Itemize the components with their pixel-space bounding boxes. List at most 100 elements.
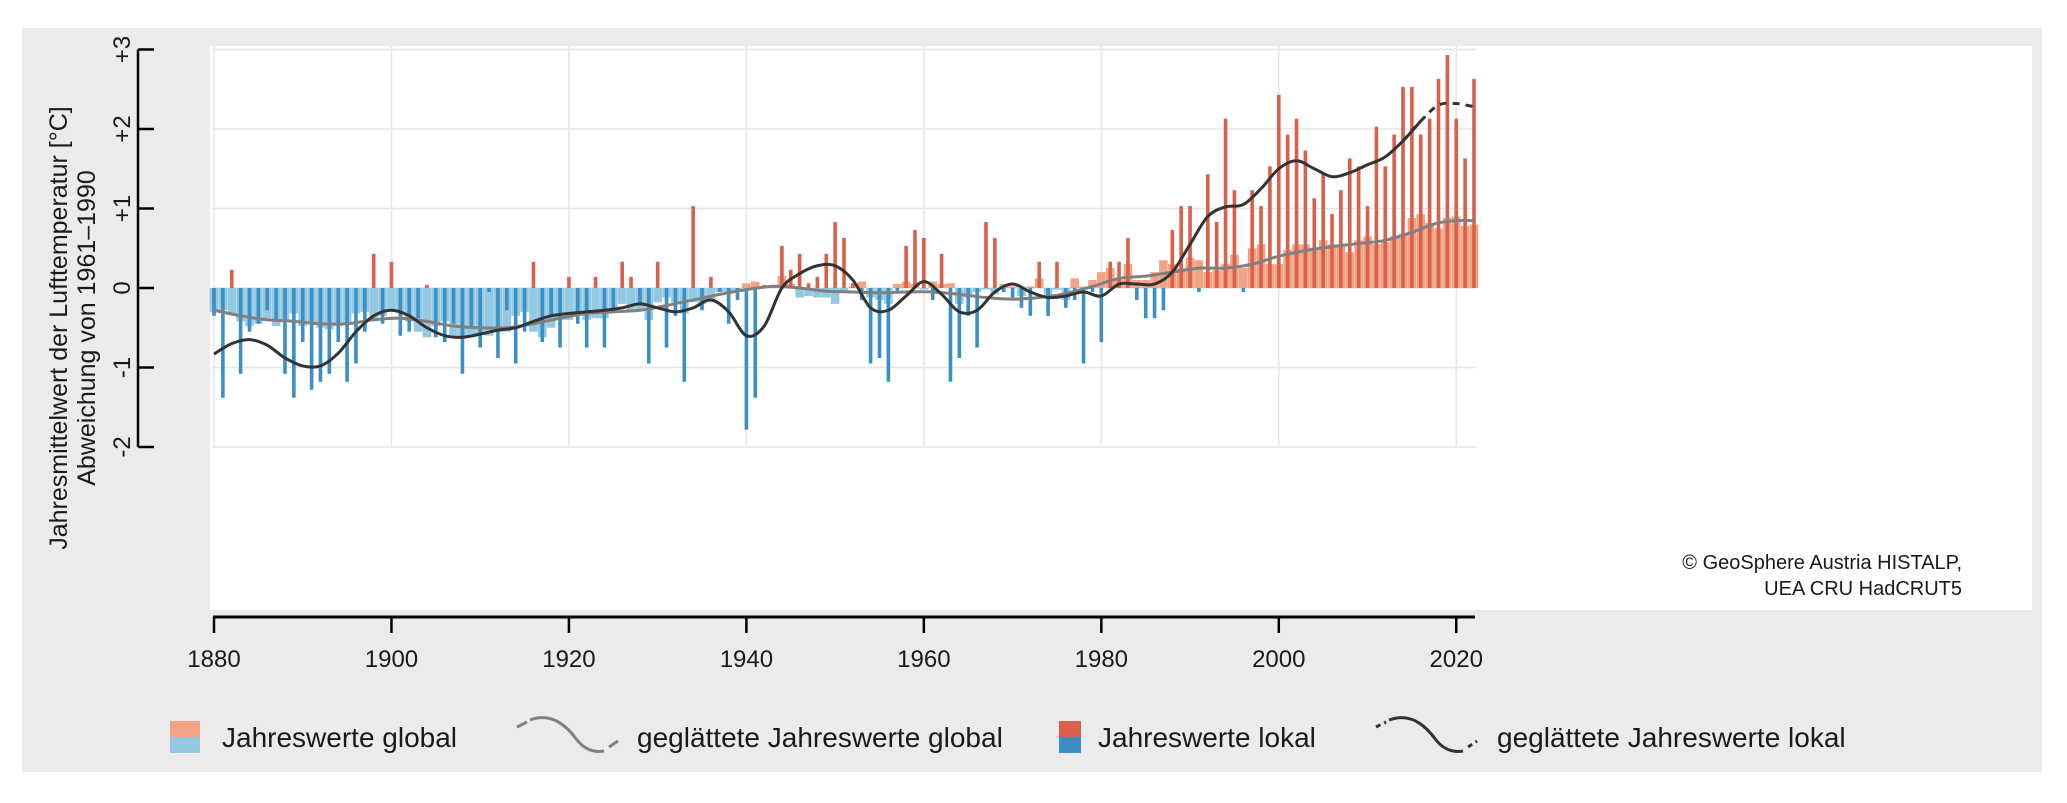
local-bar-2005 xyxy=(1321,174,1325,288)
local-bar-1992 xyxy=(1206,174,1210,288)
local-bar-1969 xyxy=(1001,288,1006,292)
local-bar-1978 xyxy=(1081,288,1086,364)
local-bar-1925 xyxy=(611,288,616,311)
local-bar-1968 xyxy=(993,237,997,288)
axes: -2 -1 0 +1 +2 +3 1880 1900 1920 1940 1960 1980 2000 2… xyxy=(109,36,1483,673)
global-bar-1980 xyxy=(1097,272,1106,288)
local-bar-2018 xyxy=(1436,78,1441,288)
smoothed-lines xyxy=(213,101,1475,369)
global-bar-1930 xyxy=(653,288,662,303)
local-bar-1924 xyxy=(602,288,607,348)
local-bar-2001 xyxy=(1285,134,1290,288)
local-bar-1907 xyxy=(451,288,456,324)
local-bar-1895 xyxy=(345,288,349,382)
global-bar-1927 xyxy=(626,288,636,311)
local-bar-2022 xyxy=(1472,78,1476,288)
local-bar-2012 xyxy=(1383,166,1388,288)
smoothed-global-line xyxy=(213,218,1475,330)
global-bar-1940 xyxy=(742,283,751,288)
global-bar-1916 xyxy=(529,288,538,332)
local-bar-1950 xyxy=(833,222,837,288)
global-bar-1941 xyxy=(750,281,760,288)
legend-line-smoothed-global-end xyxy=(608,739,619,749)
global-bar-1947 xyxy=(804,288,813,296)
local-bar-2008 xyxy=(1347,158,1352,288)
local-bar-2015 xyxy=(1410,86,1414,288)
legend-item-smoothed-local: geglättete Jahreswerte lokal xyxy=(1375,716,1846,753)
local-bar-1913 xyxy=(505,288,509,311)
local-bar-1885 xyxy=(256,288,261,324)
local-bar-1965 xyxy=(966,288,971,316)
local-bar-1984 xyxy=(1135,288,1139,300)
local-bar-1911 xyxy=(487,288,491,292)
legend-line-smoothed-global xyxy=(516,720,528,729)
local-bar-1951 xyxy=(842,237,846,288)
x-tick-label-2020: 2020 xyxy=(1430,646,1483,673)
local-bar-1918 xyxy=(549,288,553,316)
legend-label-global: Jahreswerte global xyxy=(222,722,457,753)
global-bar-1904 xyxy=(422,288,432,338)
local-bar-1979 xyxy=(1090,288,1095,292)
local-bar-1917 xyxy=(540,288,545,343)
smoothed-local-line xyxy=(213,120,1422,369)
local-bar-1888 xyxy=(283,288,287,374)
local-bar-1959 xyxy=(913,229,917,288)
local-bar-1882 xyxy=(229,269,234,288)
global-bar-1898 xyxy=(369,288,379,322)
global-bar-1975 xyxy=(1052,288,1062,290)
local-bar-1941 xyxy=(753,288,758,398)
local-bar-1887 xyxy=(274,288,278,322)
global-bar-1946 xyxy=(795,288,804,298)
local-bar-1909 xyxy=(469,288,474,327)
local-bar-1908 xyxy=(460,288,465,374)
local-bar-1986 xyxy=(1152,288,1157,319)
local-bar-2006 xyxy=(1330,214,1334,288)
local-bar-1921 xyxy=(576,288,580,324)
local-bar-1973 xyxy=(1037,261,1042,288)
local-bar-1998 xyxy=(1259,206,1263,288)
local-bar-1975 xyxy=(1055,261,1059,288)
local-bar-1890 xyxy=(300,288,305,343)
local-bar-1956 xyxy=(886,288,891,382)
global-bar-1957 xyxy=(892,284,902,288)
local-bar-1904 xyxy=(425,284,429,288)
global-bar-1882 xyxy=(227,288,237,314)
local-bar-1966 xyxy=(975,288,979,348)
y-tick-label-5: +3 xyxy=(109,36,136,63)
local-bar-1889 xyxy=(292,288,296,398)
local-bar-2017 xyxy=(1427,118,1432,288)
local-bar-1976 xyxy=(1064,288,1068,308)
local-bar-1902 xyxy=(407,288,412,332)
local-bar-1980 xyxy=(1099,288,1104,343)
local-bar-1939 xyxy=(735,288,740,300)
local-bar-1958 xyxy=(904,245,908,288)
legend-line-smoothed-global-main xyxy=(529,716,605,753)
legend-line-smoothed-local xyxy=(1388,716,1464,753)
local-bar-1923 xyxy=(593,276,598,288)
local-bar-1899 xyxy=(380,288,385,324)
local-bar-1915 xyxy=(522,288,527,332)
local-bar-1896 xyxy=(354,288,358,364)
legend-item-local-bars: Jahreswerte lokal xyxy=(1059,721,1316,753)
x-tick-label-2000: 2000 xyxy=(1252,646,1305,673)
chart-frame: -2 -1 0 +1 +2 +3 1880 1900 1920 1940 1960 1980 2000 2… xyxy=(22,28,2042,772)
local-bar-1898 xyxy=(371,253,376,288)
legend-line-smoothed-local-start xyxy=(1375,720,1387,729)
global-bar-1986 xyxy=(1150,272,1159,288)
local-bar-1949 xyxy=(824,253,829,288)
local-bar-2016 xyxy=(1418,134,1423,288)
global-bar-1934 xyxy=(688,288,698,303)
credit-line2: UEA CRU HadCRUT5 xyxy=(1764,578,1962,600)
local-bar-1961 xyxy=(930,288,935,300)
local-bar-1883 xyxy=(238,288,243,374)
local-bar-1948 xyxy=(815,276,820,288)
local-bar-1981 xyxy=(1108,261,1112,288)
local-bar-1983 xyxy=(1126,237,1130,288)
global-bar-1960 xyxy=(919,288,929,290)
local-bar-2010 xyxy=(1365,206,1370,288)
local-bar-1930 xyxy=(655,261,660,288)
global-bar-1949 xyxy=(821,288,831,298)
local-bar-1891 xyxy=(309,288,314,390)
local-bar-1962 xyxy=(939,253,944,288)
local-bar-1997 xyxy=(1250,190,1254,288)
